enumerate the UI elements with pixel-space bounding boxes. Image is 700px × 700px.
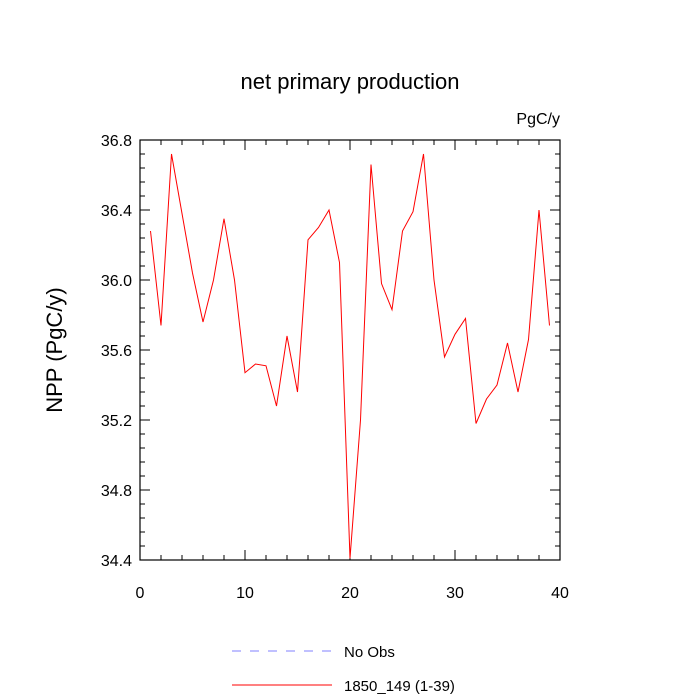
x-tick-label: 20 (341, 585, 359, 602)
y-tick-label: 34.4 (101, 553, 132, 570)
units-label: PgC/y (516, 111, 560, 128)
plot-frame (139, 139, 561, 561)
y-tick-label: 36.4 (101, 203, 132, 220)
y-tick-label: 35.6 (101, 343, 132, 360)
y-tick-label: 36.0 (101, 273, 132, 290)
y-tick-label: 35.2 (101, 413, 132, 430)
legend: No Obs 1850_149 (1-39) (232, 644, 455, 695)
x-tick-label: 40 (551, 585, 569, 602)
x-tick-label: 0 (136, 585, 145, 602)
x-tick-label: 10 (236, 585, 254, 602)
y-tick-label: 36.8 (101, 133, 132, 150)
plot-area: 0 10 20 30 40 34.4 34.8 35.2 35.6 36.0 36.4 36.8 (101, 133, 569, 602)
y-tick-label: 34.8 (101, 483, 132, 500)
legend-label-series: 1850_149 (1-39) (344, 678, 455, 695)
y-axis-label: NPP (PgC/y) (42, 287, 67, 413)
chart-title: net primary production (241, 69, 460, 94)
x-tick-label: 30 (446, 585, 464, 602)
legend-label-no-obs: No Obs (344, 644, 395, 661)
series-line (150, 153, 550, 559)
